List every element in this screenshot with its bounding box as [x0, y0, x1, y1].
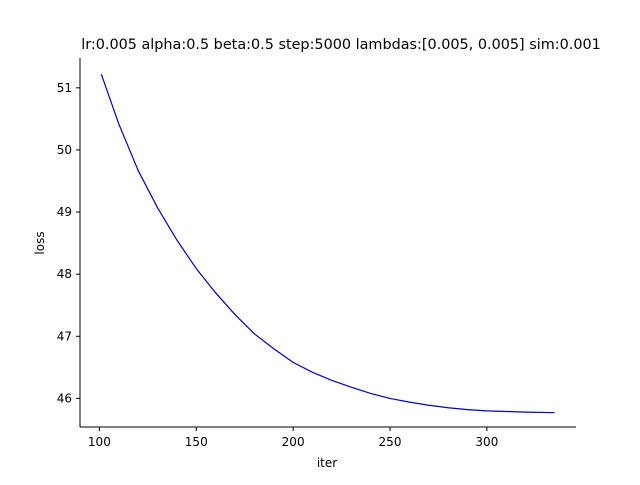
y-tick-label: 48: [57, 267, 72, 281]
loss-series-line: [100, 73, 555, 414]
y-tick-label: 47: [57, 329, 72, 343]
y-axis-label: loss: [33, 231, 47, 254]
x-axis-label: iter: [317, 456, 337, 470]
x-tick-label: 200: [282, 435, 305, 449]
y-tick-label: 49: [57, 205, 72, 219]
x-tick-label: 150: [185, 435, 208, 449]
y-tick-label: 46: [57, 391, 72, 405]
chart-title: lr:0.005 alpha:0.5 beta:0.5 step:5000 la…: [81, 37, 601, 53]
x-tick-label: 300: [475, 435, 498, 449]
plot-area: 100 150 200 250 300 46 47 48 49 50 51: [57, 58, 576, 449]
x-tick-label: 250: [379, 435, 402, 449]
y-tick-label: 50: [57, 143, 72, 157]
y-tick-label: 51: [57, 81, 72, 95]
x-tick-label: 100: [88, 435, 111, 449]
